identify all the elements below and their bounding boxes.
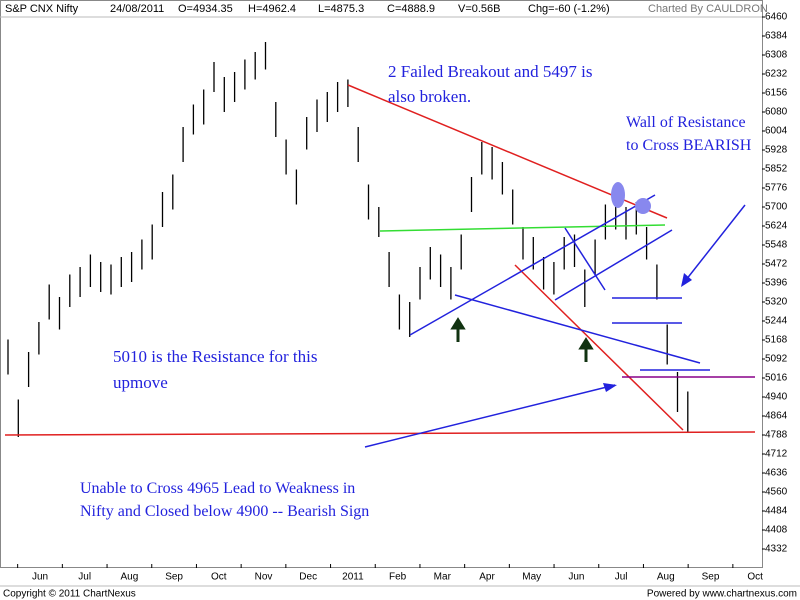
y-tick-label: 5320 bbox=[765, 297, 788, 308]
x-tick-label: Dec bbox=[299, 572, 317, 583]
trend-line bbox=[564, 227, 606, 291]
plot-frame bbox=[0, 0, 763, 568]
y-tick-label: 5548 bbox=[765, 240, 788, 251]
y-tick-label: 4864 bbox=[765, 411, 788, 422]
annotation: upmove bbox=[113, 373, 168, 392]
symbol: S&P CNX Nifty bbox=[5, 3, 79, 15]
trend-line bbox=[454, 294, 701, 364]
low: L=4875.3 bbox=[318, 3, 364, 15]
clip: Wall of Resistance to Cross BEARISH bbox=[626, 114, 752, 154]
y-tick-label: 5624 bbox=[765, 221, 788, 232]
x-tick-label: Aug bbox=[121, 572, 139, 583]
x-tick-label: 2011 bbox=[342, 572, 364, 583]
x-tick-label: Feb bbox=[389, 572, 407, 583]
y-tick-label: 4940 bbox=[765, 392, 788, 403]
trend-line bbox=[409, 194, 656, 336]
y-tick-label: 5396 bbox=[765, 278, 788, 289]
up-arrow bbox=[578, 337, 594, 362]
x-tick-label: Sep bbox=[165, 572, 183, 583]
y-tick-label: 4484 bbox=[765, 506, 788, 517]
annotation: 2 Failed Breakout and 5497 is bbox=[388, 62, 592, 81]
annotation: Unable to Cross 4965 Lead to Weakness in bbox=[80, 480, 355, 497]
change: Chg=-60 (-1.2%) bbox=[528, 3, 610, 15]
close: C=4888.9 bbox=[387, 3, 435, 15]
annotation: Nifty and Closed below 4900 -- Bearish S… bbox=[80, 503, 369, 520]
support-line bbox=[4, 431, 756, 436]
y-tick-label: 6308 bbox=[765, 50, 788, 61]
y-tick-label: 6460 bbox=[765, 12, 788, 23]
y-tick-label: 4332 bbox=[765, 544, 788, 555]
powered-by: Powered by www.chartnexus.com bbox=[647, 589, 797, 600]
y-tick-label: 5472 bbox=[765, 259, 788, 270]
annotation: 5010 is the Resistance for this bbox=[113, 347, 317, 366]
y-tick-label: 4560 bbox=[765, 487, 788, 498]
x-tick-label: Jul bbox=[615, 572, 628, 583]
trend-line bbox=[554, 229, 673, 301]
y-tick-label: 5776 bbox=[765, 183, 788, 194]
y-tick-label: 5852 bbox=[765, 164, 788, 175]
x-tick-label: Aug bbox=[657, 572, 675, 583]
arrow-head bbox=[603, 383, 617, 392]
annotation-lines bbox=[4, 84, 756, 448]
annotation: also broken. bbox=[388, 87, 471, 106]
y-tick-label: 5168 bbox=[765, 335, 788, 346]
x-tick-label: Jun bbox=[568, 572, 584, 583]
y-tick-label: 4788 bbox=[765, 430, 788, 441]
x-tick-label: Apr bbox=[479, 572, 495, 583]
x-tick-label: Jun bbox=[32, 572, 48, 583]
x-tick-label: Mar bbox=[434, 572, 452, 583]
y-tick-label: 6384 bbox=[765, 31, 788, 42]
annotation: Wall of Resistance bbox=[626, 114, 746, 131]
date: 24/08/2011 bbox=[110, 3, 164, 15]
price-bars bbox=[7, 42, 689, 437]
highlight bbox=[611, 182, 625, 208]
arrow bbox=[364, 384, 616, 448]
y-tick-label: 5016 bbox=[765, 373, 788, 384]
trend-line bbox=[514, 264, 684, 431]
y-tick-label: 4712 bbox=[765, 449, 788, 460]
y-tick-label: 5244 bbox=[765, 316, 788, 327]
x-tick-label: Oct bbox=[747, 572, 763, 583]
highlight bbox=[635, 198, 651, 214]
y-tick-label: 6080 bbox=[765, 107, 788, 118]
credit: Charted By CAULDRON bbox=[648, 3, 768, 15]
high: H=4962.4 bbox=[248, 3, 296, 15]
x-tick-label: May bbox=[522, 572, 541, 583]
open: O=4934.35 bbox=[178, 3, 233, 15]
y-tick-label: 6004 bbox=[765, 126, 788, 137]
copyright: Copyright © 2011 ChartNexus bbox=[3, 589, 136, 600]
annotation: to Cross BEARISH bbox=[626, 137, 752, 154]
y-tick-label: 4408 bbox=[765, 525, 788, 536]
x-tick-label: Nov bbox=[255, 572, 273, 583]
arrow bbox=[681, 204, 746, 286]
y-tick-label: 5700 bbox=[765, 202, 788, 213]
x-tick-label: Jul bbox=[78, 572, 91, 583]
y-tick-label: 4636 bbox=[765, 468, 788, 479]
y-tick-label: 5092 bbox=[765, 354, 788, 365]
arrow-head bbox=[681, 273, 692, 287]
y-tick-label: 5928 bbox=[765, 145, 788, 156]
x-tick-label: Sep bbox=[702, 572, 720, 583]
x-tick-label: Oct bbox=[211, 572, 227, 583]
up-arrow bbox=[450, 317, 466, 342]
neckline bbox=[379, 224, 666, 232]
y-tick-label: 6156 bbox=[765, 88, 788, 99]
volume: V=0.56B bbox=[458, 3, 501, 15]
y-tick-label: 6232 bbox=[765, 69, 788, 80]
